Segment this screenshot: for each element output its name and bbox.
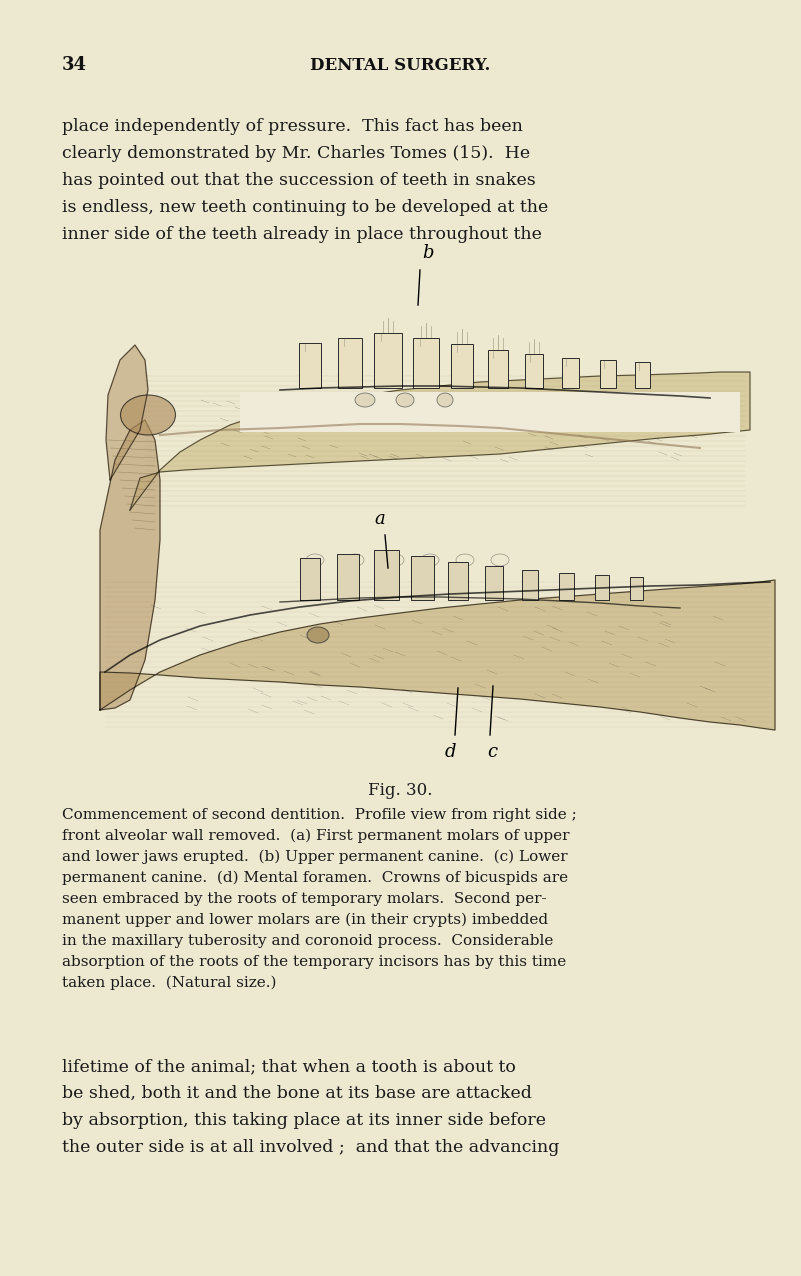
Text: by absorption, this taking place at its inner side before: by absorption, this taking place at its … [62, 1111, 546, 1129]
Text: a: a [375, 510, 385, 528]
Bar [413, 338, 439, 388]
Ellipse shape [396, 393, 414, 407]
Bar [451, 345, 473, 388]
Bar [374, 333, 402, 388]
Bar [300, 558, 320, 600]
Bar [525, 353, 543, 388]
Text: absorption of the roots of the temporary incisors has by this time: absorption of the roots of the temporary… [62, 954, 566, 968]
Bar [522, 570, 538, 600]
Ellipse shape [307, 627, 329, 643]
Text: has pointed out that the succession of teeth in snakes: has pointed out that the succession of t… [62, 172, 536, 189]
Bar [80, 248, 761, 762]
Text: c: c [487, 743, 497, 760]
Text: Fig. 30.: Fig. 30. [368, 782, 433, 799]
Bar [488, 350, 508, 388]
Bar [630, 577, 643, 600]
Bar [337, 554, 359, 600]
Bar [299, 343, 321, 388]
Bar [559, 573, 574, 600]
Text: front alveolar wall removed.  (a) First permanent molars of upper: front alveolar wall removed. (a) First p… [62, 829, 570, 843]
Ellipse shape [437, 393, 453, 407]
Text: Commencement of second dentition.  Profile view from right side ;: Commencement of second dentition. Profil… [62, 808, 577, 822]
Text: 34: 34 [62, 56, 87, 74]
Text: the outer side is at all involved ;  and that the advancing: the outer side is at all involved ; and … [62, 1139, 559, 1156]
Bar [240, 392, 740, 433]
Text: lifetime of the animal; that when a tooth is about to: lifetime of the animal; that when a toot… [62, 1058, 516, 1074]
Text: inner side of the teeth already in place throughout the: inner side of the teeth already in place… [62, 226, 541, 242]
Text: d: d [445, 743, 456, 760]
Text: place independently of pressure.  This fact has been: place independently of pressure. This fa… [62, 117, 523, 135]
Bar [374, 550, 399, 600]
Bar [338, 338, 362, 388]
Polygon shape [100, 581, 775, 730]
Text: manent upper and lower molars are (in their crypts) imbedded: manent upper and lower molars are (in th… [62, 914, 548, 928]
Text: clearly demonstrated by Mr. Charles Tomes (15).  He: clearly demonstrated by Mr. Charles Tome… [62, 145, 530, 162]
Text: be shed, both it and the bone at its base are attacked: be shed, both it and the bone at its bas… [62, 1085, 532, 1102]
Bar [485, 567, 503, 600]
Polygon shape [130, 373, 750, 510]
Bar [411, 556, 434, 600]
Text: in the maxillary tuberosity and coronoid process.  Considerable: in the maxillary tuberosity and coronoid… [62, 934, 553, 948]
Bar [635, 362, 650, 388]
Text: DENTAL SURGERY.: DENTAL SURGERY. [310, 56, 491, 74]
Ellipse shape [120, 396, 175, 435]
Text: is endless, new teeth continuing to be developed at the: is endless, new teeth continuing to be d… [62, 199, 548, 216]
Polygon shape [106, 345, 148, 480]
Bar [562, 359, 579, 388]
Text: taken place.  (Natural size.): taken place. (Natural size.) [62, 976, 276, 990]
Bar [595, 575, 609, 600]
Text: seen embraced by the roots of temporary molars.  Second per-: seen embraced by the roots of temporary … [62, 892, 546, 906]
Bar [600, 360, 616, 388]
Text: permanent canine.  (d) Mental foramen.  Crowns of bicuspids are: permanent canine. (d) Mental foramen. Cr… [62, 872, 568, 886]
Text: b: b [422, 244, 433, 262]
Bar [448, 561, 468, 600]
Ellipse shape [355, 393, 375, 407]
Text: and lower jaws erupted.  (b) Upper permanent canine.  (c) Lower: and lower jaws erupted. (b) Upper perman… [62, 850, 568, 864]
Polygon shape [100, 420, 160, 709]
